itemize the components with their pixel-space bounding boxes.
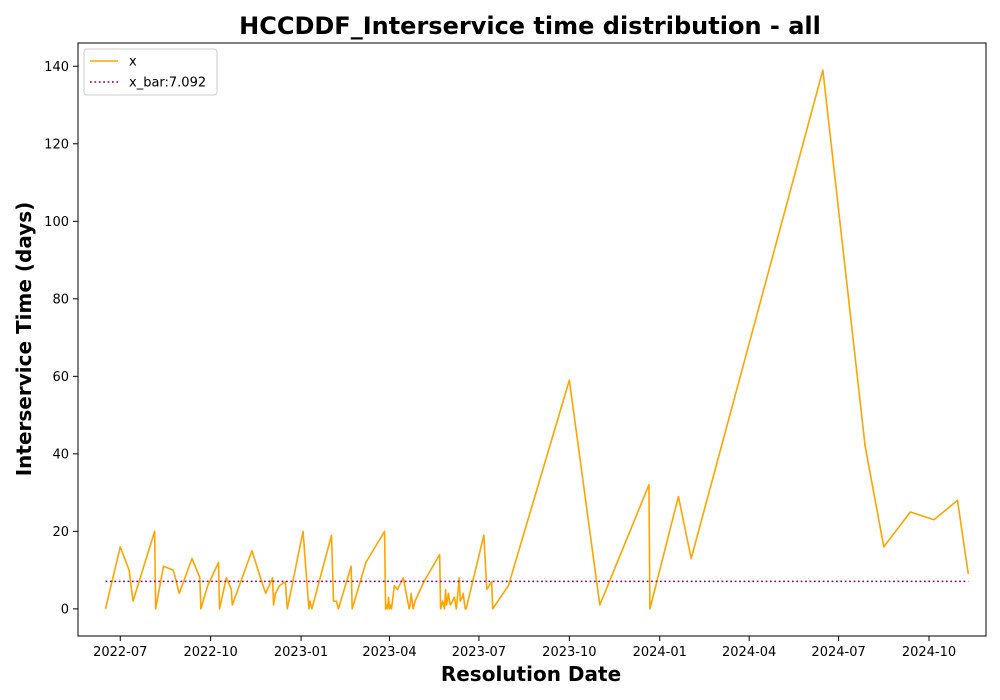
x-tick-label: 2024-07 xyxy=(811,645,865,660)
y-tick-label: 60 xyxy=(52,370,69,385)
x-tick-label: 2023-01 xyxy=(274,645,328,660)
legend-label: x_bar:7.092 xyxy=(129,76,206,91)
axes: 2022-07 2022-10 2023-01 2023-04 2023-07 2023-… xyxy=(44,42,987,660)
y-tick-label: 80 xyxy=(52,292,69,307)
plot-area xyxy=(104,69,970,610)
chart-title: HCCDDF_Interservice time distribution - … xyxy=(239,12,821,40)
x-tick-label: 2024-10 xyxy=(902,645,956,660)
x-tick-label: 2023-04 xyxy=(362,645,416,660)
legend: x x_bar:7.092 xyxy=(83,48,218,96)
y-tick-label: 0 xyxy=(61,602,69,617)
x-tick-label: 2022-10 xyxy=(183,645,237,660)
x-tick-label: 2024-04 xyxy=(722,645,776,660)
y-tick-label: 40 xyxy=(52,447,69,462)
y-tick-label: 100 xyxy=(44,215,69,230)
y-tick-label: 20 xyxy=(52,525,69,540)
plot-frame xyxy=(77,42,987,637)
y-tick-label: 140 xyxy=(44,60,69,75)
y-axis-label: Interservice Time (days) xyxy=(12,202,36,477)
y-tick-label: 120 xyxy=(44,137,69,152)
x-tick-label: 2023-10 xyxy=(542,645,596,660)
x-tick-label: 2022-07 xyxy=(93,645,147,660)
x-tick-label: 2024-01 xyxy=(633,645,687,660)
x-axis-label: Resolution Date xyxy=(441,662,621,686)
series-line-x xyxy=(104,69,970,610)
legend-label: x xyxy=(129,55,137,70)
x-tick-label: 2023-07 xyxy=(452,645,506,660)
